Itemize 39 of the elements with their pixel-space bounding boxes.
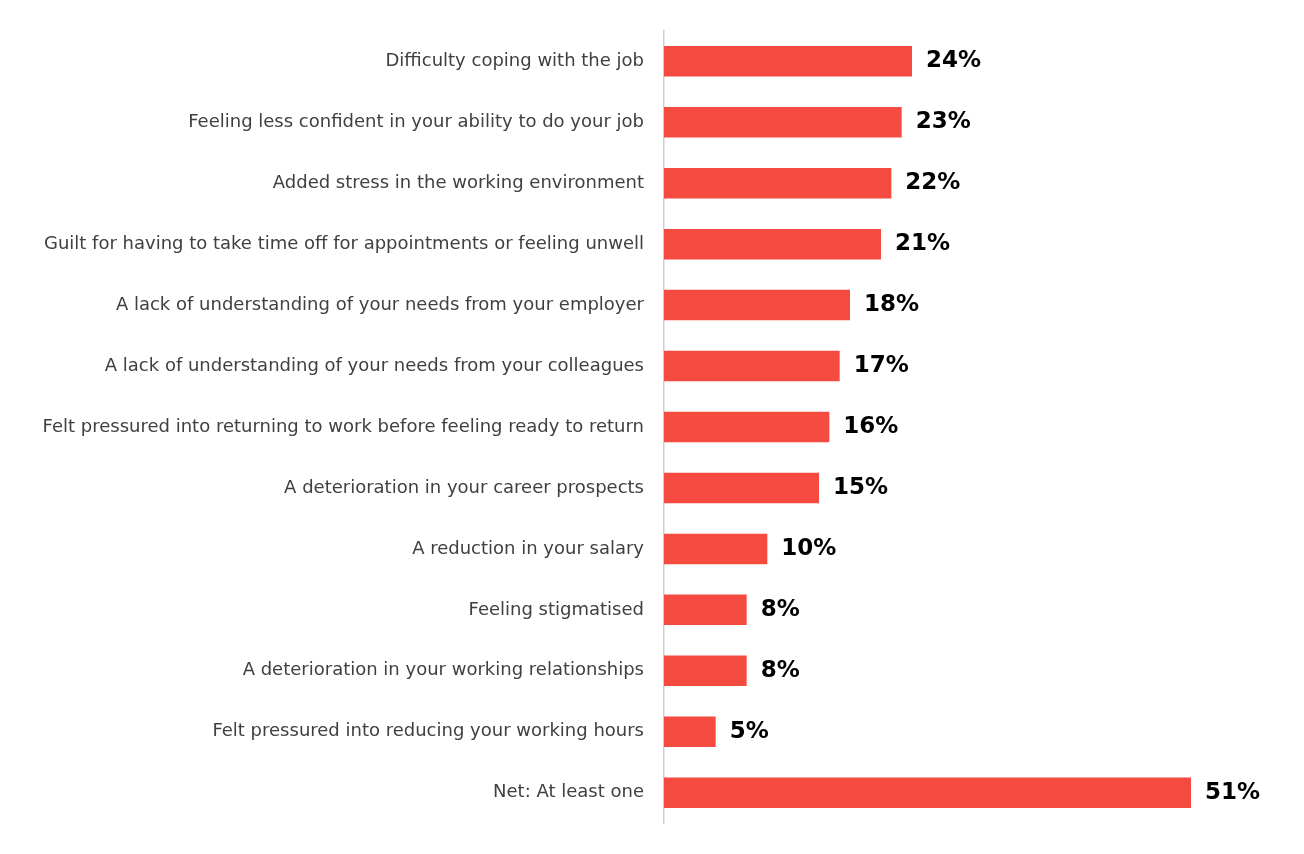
bar [664, 289, 850, 321]
bar [664, 46, 912, 77]
data-label: 8% [760, 594, 800, 621]
data-label: 51% [1205, 777, 1261, 804]
data-label: 21% [895, 229, 951, 256]
bar [664, 167, 892, 199]
data-label: 8% [760, 655, 800, 682]
bar [664, 411, 830, 443]
bar [664, 716, 716, 748]
data-label: 23% [915, 107, 971, 134]
y-tick-label: A reduction in your salary [412, 536, 645, 558]
y-tick-label: Net: At least one [493, 780, 644, 802]
y-tick-label: Feeling less confident in your ability to do your job [188, 109, 644, 131]
y-tick-label: Feeling stigmatised [468, 597, 644, 619]
data-label: 18% [864, 290, 920, 317]
bar [664, 655, 747, 687]
bar [664, 228, 881, 260]
data-label: 5% [729, 716, 769, 743]
bar [664, 472, 819, 504]
y-tick-label: A deterioration in your working relationships [242, 658, 644, 680]
data-label: 10% [781, 533, 837, 560]
y-tick-label: A lack of understanding of your needs from your colleagues [104, 353, 644, 375]
y-tick-label: Felt pressured into returning to work before feeling ready to return [42, 414, 644, 436]
y-tick-label: Guilt for having to take time off for appointments or feeling unwell [43, 231, 644, 253]
y-tick-label: A deterioration in your career prospects [284, 475, 644, 497]
bar [664, 594, 747, 626]
bar [664, 777, 1191, 808]
y-tick-label: Added stress in the working environment [272, 170, 644, 192]
data-label: 16% [843, 411, 899, 438]
data-label: 24% [926, 46, 982, 73]
data-label: 17% [853, 351, 909, 378]
y-tick-label: Difficulty coping with the job [385, 48, 644, 70]
bar [664, 533, 768, 565]
data-label: 15% [833, 472, 889, 499]
data-label: 22% [905, 168, 961, 195]
y-tick-label: A lack of understanding of your needs from your employer [115, 292, 645, 314]
bar [664, 350, 840, 382]
bar [664, 106, 902, 138]
y-tick-label: Felt pressured into reducing your working hours [212, 719, 644, 741]
